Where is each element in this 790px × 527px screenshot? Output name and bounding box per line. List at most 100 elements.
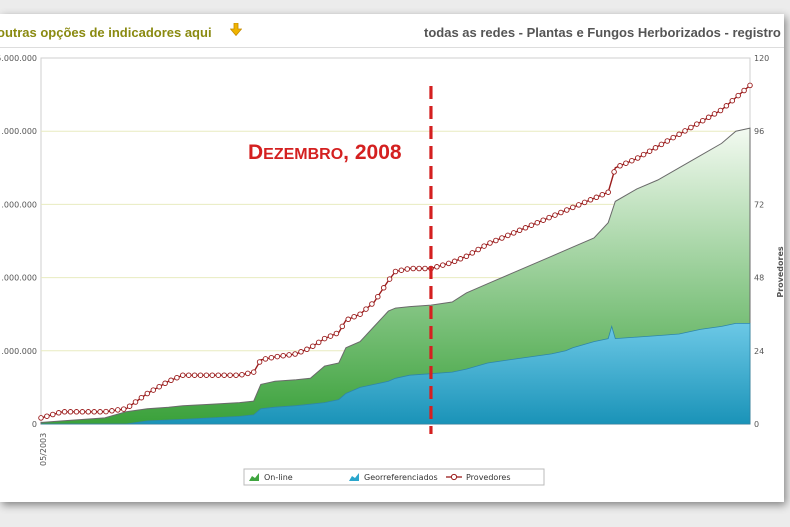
provider-point <box>735 92 741 99</box>
provider-point <box>717 107 724 114</box>
chart-panel: outras opções de indicadores aqui todas … <box>0 14 784 502</box>
provider-point <box>144 390 151 397</box>
provider-point <box>552 212 558 218</box>
provider-point <box>658 141 665 148</box>
provider-point <box>499 235 505 241</box>
provider-point <box>321 335 328 342</box>
provider-point <box>629 157 635 164</box>
provider-point <box>617 163 623 169</box>
legend-item-providers[interactable]: Provedores <box>446 473 511 482</box>
provider-point <box>197 372 204 378</box>
provider-point <box>463 253 470 260</box>
provider-point <box>132 399 139 405</box>
provider-point <box>150 387 157 393</box>
chart: 0 .000.000 .000.000 .000.000 .000.000 5.000.0… <box>0 54 784 486</box>
annotation-label: DEZEMBRO, 2008 <box>248 141 402 164</box>
provider-point <box>339 323 346 330</box>
provider-point <box>540 217 546 223</box>
provider-point <box>256 359 263 365</box>
provider-point <box>634 155 641 161</box>
provider-point <box>333 330 340 337</box>
provider-point <box>345 316 351 323</box>
provider-point <box>711 111 718 117</box>
provider-point <box>410 265 416 272</box>
provider-point <box>522 225 529 231</box>
indicator-options-link[interactable]: outras opções de indicadores aqui <box>0 25 212 40</box>
provider-point <box>587 197 594 203</box>
provider-point <box>221 372 227 378</box>
provider-point <box>416 265 422 272</box>
legend-label-providers: Provedores <box>466 473 511 482</box>
line-marker-legend-icon <box>446 473 462 481</box>
arrow-down-icon[interactable] <box>230 23 242 36</box>
provider-point <box>386 276 393 282</box>
provider-point <box>79 409 86 415</box>
provider-point <box>156 383 162 390</box>
provider-point <box>404 266 411 272</box>
provider-point <box>227 372 233 378</box>
header-divider <box>0 47 784 48</box>
provider-point <box>493 237 499 244</box>
provider-point <box>516 227 523 234</box>
provider-point <box>327 333 334 339</box>
provider-point <box>274 353 281 360</box>
provider-point <box>646 148 653 154</box>
provider-point <box>245 370 251 377</box>
provider-point <box>250 369 257 375</box>
chart-header: outras opções de indicadores aqui todas … <box>0 14 784 52</box>
provider-point <box>487 240 493 246</box>
provider-point <box>191 372 198 378</box>
right-tick-label: 72 <box>754 200 764 209</box>
provider-point <box>605 189 611 195</box>
provider-point <box>180 372 186 378</box>
legend-label-georef: Georreferenciados <box>364 473 438 482</box>
x-tick-label: 05/2003 <box>39 433 48 466</box>
right-tick-label: 96 <box>754 127 764 136</box>
provider-point <box>55 410 62 416</box>
provider-point <box>682 128 688 134</box>
left-tick-label: .000.000 <box>1 127 37 136</box>
provider-point <box>475 246 481 253</box>
provider-point <box>369 301 375 307</box>
left-tick-label: .000.000 <box>1 200 37 209</box>
provider-point <box>570 204 576 211</box>
provider-point <box>103 408 109 415</box>
left-tick-label: 0 <box>32 420 37 429</box>
provider-point <box>528 222 535 228</box>
provider-point <box>375 293 381 300</box>
right-tick-label: 48 <box>754 274 764 283</box>
provider-point <box>593 194 600 201</box>
provider-point <box>304 346 310 353</box>
provider-point <box>676 131 682 138</box>
provider-point <box>67 409 74 415</box>
provider-point <box>50 411 56 418</box>
provider-point <box>97 409 103 415</box>
provider-point <box>451 258 458 265</box>
provider-point <box>705 114 712 121</box>
provider-point <box>268 354 275 361</box>
provider-point <box>640 151 647 158</box>
provider-point <box>185 372 192 378</box>
legend-item-georef[interactable]: Georreferenciados <box>349 473 438 482</box>
series-providers-markers <box>38 82 753 421</box>
provider-point <box>203 372 210 378</box>
provider-point <box>741 87 747 94</box>
provider-point <box>623 160 629 166</box>
provider-point <box>61 409 68 415</box>
provider-point <box>694 121 700 127</box>
provider-point <box>670 134 676 141</box>
legend-item-online[interactable]: On-line <box>249 473 293 482</box>
provider-point <box>481 243 487 249</box>
provider-point <box>558 209 564 216</box>
provider-point <box>546 214 552 221</box>
provider-point <box>44 413 50 419</box>
provider-point <box>457 256 464 262</box>
provider-point <box>209 372 216 378</box>
left-tick-label: 5.000.000 <box>0 54 37 63</box>
provider-point <box>380 285 387 291</box>
area-legend-icon <box>349 473 359 481</box>
right-tick-label: 0 <box>754 420 759 429</box>
right-axis: 0 24 48 72 96 120 <box>754 54 769 429</box>
provider-point <box>652 145 659 151</box>
provider-point <box>168 377 174 384</box>
